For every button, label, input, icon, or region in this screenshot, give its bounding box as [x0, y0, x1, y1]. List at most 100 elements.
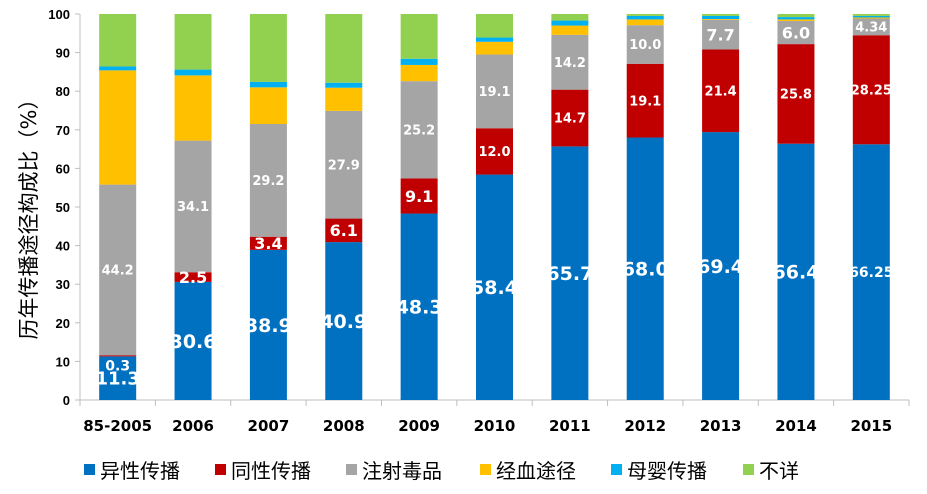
bar-segment-mother-to-child [476, 37, 513, 42]
bar-segment-mother-to-child [249, 81, 287, 88]
y-tick-label: 100 [48, 7, 70, 22]
data-label: 7.7 [706, 25, 734, 44]
bar-segment-heterosexual [99, 356, 137, 400]
bar-segment-blood [551, 25, 589, 35]
bar-segment-mother-to-child [852, 15, 890, 18]
x-tick-label: 2012 [624, 417, 666, 435]
bar-segment-injection-drugs [551, 34, 589, 90]
bar-segment-heterosexual [400, 213, 438, 400]
data-labels: 11.30.3 44.2 30.6 2.5 34.1 38.9 3.4 29.2 40.9 6.1… [95, 21, 893, 390]
bar-segment-unknown [852, 14, 890, 16]
data-label: 3.4 [254, 234, 282, 253]
bar-segment-unknown [400, 14, 438, 59]
data-label: 66.25 [849, 265, 893, 281]
bar-segment-injection-drugs [249, 124, 287, 237]
bar-segment-injection-drugs [702, 19, 740, 50]
data-label: 9.1 [405, 187, 433, 206]
bar-segment-blood [249, 87, 287, 125]
bar-segment-heterosexual [476, 174, 513, 400]
bar-segment-mother-to-child [325, 82, 363, 88]
x-tick-label: 2008 [323, 417, 365, 435]
legend-swatch-icon [215, 463, 226, 475]
bar-segment-homosexual [476, 128, 513, 175]
data-label: 19.1 [478, 85, 510, 100]
legend-item-unknown: 不详 [743, 454, 799, 484]
legend-swatch-icon [480, 463, 491, 475]
y-tick-label: 40 [56, 239, 70, 254]
legend-item-injection-drugs: 注射毒品 [346, 454, 442, 484]
x-tick-label: 2013 [700, 417, 742, 435]
data-label: 48.3 [396, 297, 443, 319]
bar-segment-blood [702, 19, 740, 20]
bar-segment-homosexual [325, 218, 363, 243]
bar-segment-heterosexual [852, 144, 890, 400]
legend-swatch-icon [743, 463, 754, 475]
bar-segment-blood [174, 75, 212, 141]
bar-segment-blood [626, 19, 664, 26]
data-label: 14.7 [554, 112, 586, 127]
bar-segment-injection-drugs [777, 20, 815, 45]
bar-segment-blood [476, 41, 513, 55]
bar-segment-homosexual [400, 178, 438, 214]
bar-segment-injection-drugs [325, 110, 363, 219]
y-tick-label: 30 [56, 277, 70, 292]
y-tick-label: 20 [56, 316, 70, 331]
x-tick-label: 2006 [172, 417, 214, 435]
bar-segment-injection-drugs [400, 81, 438, 179]
legend: 异性传播 同性传播 注射毒品 经血途径 母婴传播 不详 [0, 452, 927, 486]
bar-segment-heterosexual [777, 143, 815, 401]
bar-segment-blood [400, 64, 438, 82]
bar-segment-injection-drugs [99, 184, 137, 356]
y-axis: 0 10 20 30 40 50 60 70 80 90 100 [48, 7, 81, 408]
data-label: 6.0 [782, 23, 810, 42]
data-label: 11.3 [95, 369, 139, 390]
data-label: 44.2 [102, 264, 134, 279]
legend-item-blood: 经血途径 [480, 454, 576, 484]
x-tick-label: 85-2005 [83, 417, 152, 435]
x-tick-label: 2010 [474, 417, 516, 435]
bar-segment-mother-to-child [777, 17, 815, 20]
data-label: 34.1 [177, 200, 209, 215]
bar-segment-blood [99, 70, 137, 185]
data-label: 69.4 [697, 256, 744, 278]
x-axis: 85-2005 2006 2007 2008 2009 2010 2011 2012 2013 2… [79, 399, 910, 435]
bars [99, 14, 890, 401]
legend-item-mother-to-child: 母婴传播 [611, 454, 707, 484]
bar-segment-mother-to-child [702, 15, 740, 20]
data-label: 4.34 [855, 21, 887, 36]
bar-segment-heterosexual [174, 281, 212, 400]
bar-segment-unknown [777, 14, 815, 18]
bar-segment-homosexual [852, 35, 890, 145]
x-tick-label: 2014 [775, 417, 817, 435]
bar-segment-mother-to-child [626, 15, 664, 20]
legend-label: 经血途径 [496, 458, 576, 483]
data-label: 30.6 [170, 331, 217, 353]
bar-segment-unknown [325, 14, 363, 83]
x-tick-label: 2009 [398, 417, 440, 435]
bar-segment-injection-drugs [626, 25, 664, 64]
bar-segment-blood [777, 19, 815, 21]
bar-segment-unknown [99, 14, 137, 67]
data-label: 19.1 [629, 94, 661, 109]
bar-segment-unknown [476, 14, 513, 38]
bar-segment-unknown [249, 14, 287, 82]
legend-swatch-icon [84, 463, 95, 475]
data-label: 68.0 [622, 259, 669, 281]
bar-segment-heterosexual [325, 242, 363, 400]
data-label: 21.4 [705, 84, 737, 99]
bar-segment-injection-drugs [852, 18, 890, 36]
data-label: 65.7 [546, 263, 593, 285]
legend-label: 注射毒品 [362, 458, 442, 483]
bar-segment-unknown [702, 14, 740, 16]
bar-segment-injection-drugs [174, 140, 212, 273]
bar-segment-homosexual [626, 63, 664, 138]
bar-segment-homosexual [551, 89, 589, 147]
data-label: 40.9 [320, 311, 367, 333]
bar-segment-blood [325, 87, 363, 111]
bar-segment-heterosexual [626, 137, 664, 400]
y-tick-label: 10 [56, 354, 70, 369]
bar-segment-heterosexual [551, 146, 589, 400]
y-tick-label: 60 [56, 161, 70, 176]
legend-swatch-icon [346, 463, 357, 475]
bar-segment-unknown [551, 14, 589, 21]
